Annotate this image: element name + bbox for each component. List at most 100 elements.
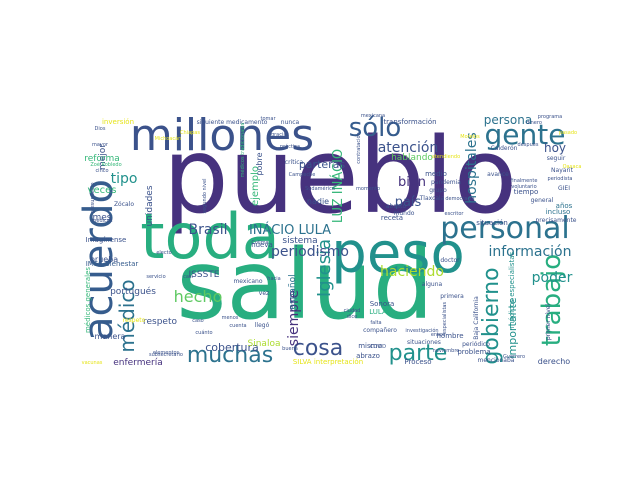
word-18: hospitales: [464, 132, 480, 203]
word-24: bien: [398, 175, 426, 190]
word-148: dice: [347, 314, 357, 320]
word-98: mismo: [358, 342, 382, 350]
word-99: problema: [457, 348, 490, 356]
word-87: voluntario: [511, 184, 536, 190]
word-115: Dios: [95, 126, 106, 132]
word-151: atendiendo: [432, 154, 460, 160]
word-45: mexicana: [361, 113, 385, 119]
word-123: cuenta: [229, 323, 246, 329]
word-114: mayor: [92, 142, 109, 148]
word-116: cinco: [95, 168, 108, 174]
word-132: casi: [183, 274, 193, 280]
word-140: Chiapas: [180, 130, 200, 136]
word-128: crítica: [285, 159, 304, 166]
word-26: tipo: [111, 171, 138, 187]
word-60: años: [556, 202, 573, 210]
word-129: tomar: [260, 116, 276, 122]
word-124: especialistas: [442, 302, 448, 335]
word-4: millones: [130, 110, 314, 161]
word-83: general: [531, 197, 554, 204]
word-0: pueblo: [163, 115, 517, 237]
word-32: importante: [506, 297, 519, 358]
word-138: gracias: [271, 132, 289, 138]
word-73: pobre: [255, 152, 264, 175]
word-52: prueba: [90, 255, 118, 264]
word-31: hoy: [544, 141, 566, 155]
word-2: toda: [140, 200, 280, 273]
word-21: atención: [378, 140, 439, 156]
word-149: Sudamérica: [305, 185, 335, 192]
word-46: reforma: [84, 154, 120, 164]
word-62: médicos generales: [84, 267, 92, 333]
word-64: Proceso: [404, 358, 431, 366]
word-92: periodista: [548, 176, 573, 182]
word-122: menos: [222, 315, 239, 321]
word-3: peso: [331, 221, 464, 286]
word-51: Imagínense: [86, 236, 127, 244]
word-20: haciendo: [380, 264, 444, 280]
word-102: primera: [440, 293, 464, 300]
word-15: Iglesia: [314, 239, 335, 297]
word-39: ejemplo: [250, 166, 261, 206]
word-7: gente: [485, 118, 566, 151]
word-14: médico: [115, 279, 139, 352]
word-27: hecho: [174, 287, 223, 306]
word-133: noviembre: [433, 348, 460, 354]
word-94: servicio: [146, 274, 165, 280]
word-22: Brasil: [188, 222, 227, 238]
word-59: precisamente: [536, 217, 577, 224]
word-118: presupuesto: [90, 182, 96, 213]
word-36: respeto: [143, 317, 178, 327]
word-69: Sonora: [370, 300, 395, 308]
word-49: mejor: [98, 144, 108, 170]
word-108: Baja California: [473, 296, 480, 340]
word-121: llegó: [255, 322, 270, 329]
word-112: dinero: [526, 120, 542, 126]
word-44: nunca: [281, 119, 300, 126]
word-42: inversión: [102, 118, 134, 126]
word-111: pandemia: [431, 179, 461, 186]
word-136: compañero: [363, 327, 397, 334]
word-134: enero: [431, 332, 445, 338]
word-50: unidades: [145, 185, 155, 226]
word-143: médicos: [92, 217, 113, 224]
word-76: Tlaxcala: [419, 195, 445, 202]
word-150: médicos tradicionales: [239, 122, 246, 177]
word-23: INÁCIO LULA: [249, 222, 331, 238]
word-9: trabajo: [537, 254, 567, 346]
word-155: respeto: [123, 317, 146, 324]
word-10: gobierno: [479, 267, 504, 364]
word-130: práctica: [280, 143, 300, 150]
word-33: cobertura: [205, 341, 259, 354]
word-61: médicos especialistas: [508, 251, 516, 328]
word-72: Campeche: [289, 172, 316, 178]
word-12: cosa: [293, 336, 344, 361]
word-89: grupo: [429, 187, 447, 194]
word-37: portugués: [110, 286, 156, 297]
word-113: GIEI: [558, 185, 570, 192]
word-96: elementos: [153, 350, 180, 356]
word-78: Nayarit: [551, 167, 574, 174]
word-119: electo: [156, 250, 171, 256]
word-65: mencionaba: [478, 357, 515, 364]
word-142: Oaxaca: [563, 164, 582, 170]
word-153: cuánto: [195, 329, 212, 336]
word-48: mes: [93, 213, 112, 223]
word-41: transformación: [383, 118, 436, 126]
word-11: muchas: [187, 343, 273, 368]
word-16: LUZ INÁCIO: [330, 149, 346, 223]
word-127: buena: [282, 346, 298, 352]
word-57: nueva: [251, 241, 273, 249]
word-28: siempre: [286, 290, 302, 346]
word-107: Guerrero: [503, 354, 525, 360]
word-139: Morelos: [460, 134, 480, 140]
word-110: medio: [425, 170, 447, 178]
word-19: información: [488, 244, 571, 260]
word-34: enfermería: [113, 358, 163, 368]
word-63: manera: [95, 332, 126, 341]
word-38: español: [288, 274, 298, 309]
word-35: Sinaloa: [248, 339, 281, 349]
word-79: programa: [538, 114, 562, 120]
